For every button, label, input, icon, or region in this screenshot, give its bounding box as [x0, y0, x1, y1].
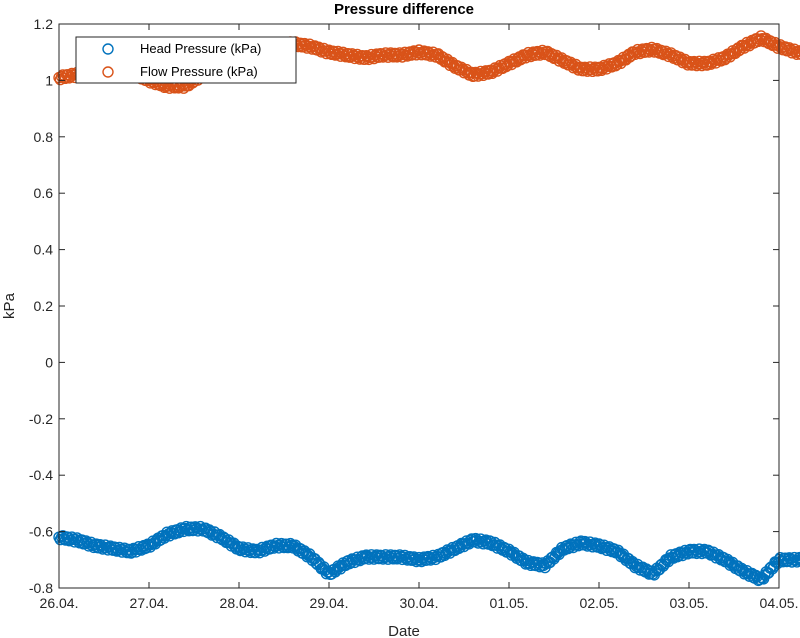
data-point — [796, 49, 800, 60]
data-layer — [53, 30, 800, 587]
y-tick-label: -0.6 — [29, 524, 53, 540]
y-axis-label: kPa — [1, 292, 18, 319]
y-tick-label: -0.2 — [29, 411, 53, 427]
data-point — [674, 51, 686, 63]
legend-marker-flow-pressure — [102, 66, 114, 78]
data-point — [742, 38, 754, 51]
data-point — [711, 550, 723, 562]
x-tick-label: 26.04. — [40, 595, 79, 611]
chart-title: Pressure difference — [334, 1, 474, 18]
x-tick-label: 03.05. — [670, 595, 709, 611]
legend-entry-flow-pressure: Flow Pressure (kPa) — [140, 64, 258, 79]
data-point — [664, 48, 676, 61]
x-tick-label: 04.05. — [760, 595, 799, 611]
series-0 — [53, 520, 800, 587]
y-tick-label: 0 — [45, 354, 53, 370]
legend-box — [75, 36, 297, 84]
x-tick-label: 27.04. — [130, 595, 169, 611]
data-point — [795, 48, 800, 60]
x-tick-label: 02.05. — [580, 595, 619, 611]
y-tick-label: 1 — [45, 72, 53, 88]
legend-entry-head-pressure: Head Pressure (kPa) — [140, 41, 261, 56]
y-tick-label: 0.8 — [34, 129, 54, 145]
y-tick-label: -0.8 — [29, 580, 53, 596]
y-tick-label: -0.4 — [29, 467, 53, 483]
data-point — [211, 531, 223, 544]
x-axis-label: Date — [388, 623, 420, 638]
data-point — [455, 61, 468, 74]
x-tick-label: 30.04. — [400, 595, 439, 611]
y-tick-label: 0.6 — [34, 185, 54, 201]
data-point — [795, 555, 800, 567]
data-point — [796, 555, 800, 566]
x-tick-label: 29.04. — [310, 595, 349, 611]
x-tick-label: 28.04. — [220, 595, 259, 611]
x-tick-label: 01.05. — [490, 595, 529, 611]
data-point — [759, 33, 771, 46]
data-point — [791, 48, 800, 60]
y-tick-label: 1.2 — [34, 16, 54, 32]
data-point — [797, 552, 800, 562]
axis-ticks: 26.04. 27.04. 28.04. 29.04. 30.04. 01.05. 02.0… — [29, 16, 799, 611]
data-point — [493, 540, 505, 552]
y-tick-label: 0.4 — [34, 242, 54, 258]
data-point — [554, 53, 567, 65]
legend-marker-head-pressure — [102, 43, 114, 55]
legend: Head Pressure (kPa) Flow Pressure (kPa) — [75, 36, 297, 84]
y-tick-label: 0.2 — [34, 298, 54, 314]
series-1 — [53, 30, 800, 94]
data-point — [797, 46, 800, 56]
